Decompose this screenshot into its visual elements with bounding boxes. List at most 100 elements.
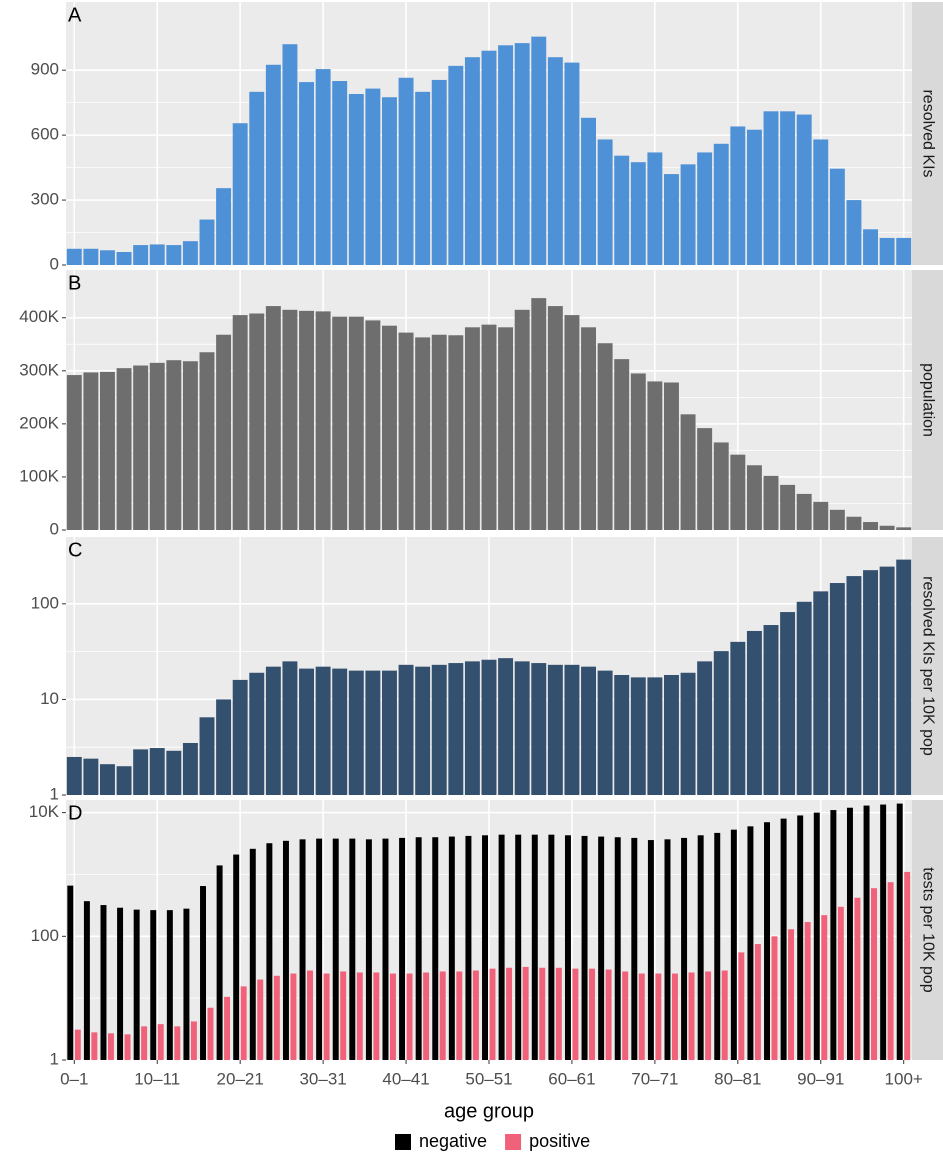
bar — [813, 812, 820, 1060]
bar — [904, 871, 911, 1060]
bar — [713, 143, 729, 265]
bar — [74, 1029, 81, 1060]
bar — [124, 1034, 131, 1060]
bar — [863, 805, 870, 1060]
bar — [797, 815, 804, 1060]
bar — [671, 973, 678, 1060]
bar — [349, 838, 356, 1060]
bar — [133, 909, 140, 1060]
bar — [564, 835, 571, 1060]
bar — [373, 972, 380, 1060]
bar — [829, 168, 845, 265]
bar — [415, 337, 431, 530]
bar — [257, 979, 264, 1060]
bar — [721, 970, 728, 1060]
bar — [299, 82, 314, 265]
bar — [863, 522, 878, 530]
bar — [332, 838, 339, 1060]
bar — [780, 818, 787, 1060]
y-tick-label: 0 — [50, 519, 59, 538]
bar — [282, 661, 298, 795]
bar — [100, 764, 115, 795]
bar — [365, 320, 381, 530]
bar — [680, 672, 696, 795]
bar — [66, 375, 82, 530]
bar — [597, 670, 613, 795]
bar — [216, 865, 223, 1060]
bar — [697, 661, 713, 795]
bar — [514, 661, 530, 795]
bar — [515, 834, 522, 1060]
bar — [299, 839, 306, 1060]
bar — [273, 975, 280, 1060]
bar — [664, 174, 679, 265]
bar — [531, 36, 547, 265]
strip — [912, 800, 943, 1060]
bar — [630, 677, 646, 795]
bar — [157, 1024, 164, 1060]
bar — [846, 576, 862, 795]
x-tick-label: 40–41 — [382, 1069, 429, 1088]
legend-swatch — [395, 1134, 411, 1150]
bar — [199, 717, 215, 795]
bar — [813, 139, 829, 265]
bar — [796, 114, 812, 266]
bar — [423, 972, 430, 1060]
bar — [307, 970, 313, 1060]
y-tick-label: 100 — [31, 926, 59, 945]
bar — [365, 670, 381, 795]
bar — [190, 1021, 197, 1060]
y-tick-label: 1 — [50, 1049, 59, 1068]
bar — [547, 57, 563, 265]
bar — [664, 839, 671, 1060]
bar — [382, 838, 389, 1060]
bar — [290, 973, 297, 1060]
bar — [107, 1033, 114, 1060]
bar — [846, 807, 853, 1060]
bar — [299, 668, 314, 795]
bar — [382, 97, 397, 265]
bar — [879, 566, 895, 795]
bar — [821, 915, 828, 1060]
bar — [166, 910, 173, 1060]
bar — [547, 306, 563, 530]
bar — [166, 360, 182, 530]
bar — [846, 200, 862, 265]
bar — [348, 93, 364, 266]
bar — [547, 664, 563, 795]
bar — [315, 666, 331, 795]
bar — [498, 45, 514, 266]
y-tick-label: 100K — [19, 466, 59, 485]
bar — [415, 837, 422, 1060]
bar — [100, 371, 115, 530]
bar — [399, 837, 406, 1060]
bar — [780, 111, 796, 265]
bar — [605, 969, 612, 1060]
bar — [804, 922, 811, 1060]
y-tick-label: 300K — [19, 360, 59, 379]
bar — [398, 77, 414, 265]
bar — [431, 79, 447, 265]
x-tick-label: 10–11 — [134, 1069, 180, 1088]
bar — [680, 164, 696, 265]
bar — [348, 670, 364, 795]
bar — [871, 888, 877, 1060]
bar — [216, 334, 232, 530]
bar — [448, 65, 464, 266]
bar — [564, 62, 580, 265]
bar — [299, 310, 314, 530]
bar — [489, 968, 496, 1060]
bar — [182, 361, 198, 530]
bar — [415, 666, 431, 795]
bar — [754, 944, 761, 1060]
bar — [581, 327, 596, 530]
bar — [207, 1007, 214, 1060]
bar — [439, 971, 446, 1060]
bar — [149, 748, 165, 795]
bar — [233, 854, 240, 1060]
strip-label: population — [919, 363, 936, 437]
bar — [614, 675, 630, 795]
y-tick-label: 600 — [31, 125, 59, 144]
x-tick-label: 20–21 — [217, 1069, 264, 1088]
